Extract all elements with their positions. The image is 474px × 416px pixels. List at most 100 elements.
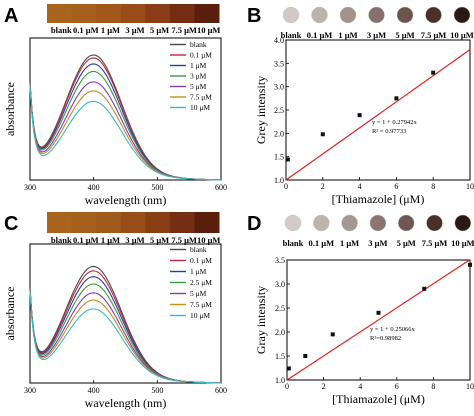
x-axis-label: [Thiamazole] (μM) [332,192,425,206]
strip-label: 1 μM [101,235,120,245]
data-point [357,113,362,118]
vial-dot [313,214,330,232]
vial-strip-cell-a-4 [145,4,171,23]
panel-letter: B [247,5,261,27]
y-tick-label: 1.0 [274,176,284,185]
vial-strip-cell-c-2 [96,212,122,233]
x-tick-label: 300 [24,183,36,192]
plot-frame [285,39,471,181]
x-axis-label: [Thiamazole] (μM) [332,392,425,406]
vial-strip-cell-c-5 [169,212,195,233]
y-axis-label: absorbance [3,287,17,341]
x-tick-label: 0 [284,182,288,191]
x-tick-label: 400 [88,183,100,192]
vial-strip-cell-c-0 [47,212,73,233]
y-axis-label: Grey intensity [254,76,268,144]
y-axis-label: Gray intensity [254,286,268,354]
y-axis-label: absorbance [3,82,17,136]
x-tick-label: 6 [395,382,399,391]
vial-strip-cell-a-5 [169,4,195,23]
plot-frame [286,259,471,381]
vial-dot [396,6,414,24]
x-tick-label: 8 [431,382,435,391]
x-tick-label: 500 [151,183,163,192]
fit-line [286,259,471,381]
x-tick-label: 10 [466,382,474,391]
strip-label: 5 μM [150,235,169,245]
x-tick-label: 2 [322,382,326,391]
x-tick-label: 600 [215,183,227,192]
vial-strip-cell-c-6 [194,212,220,233]
panel-letter: C [4,213,18,235]
dot-label: 3 μM [367,30,386,40]
legend-label: 2.5 μM [190,278,212,287]
vial-strip-cell-a-6 [194,4,220,23]
x-tick-label: 8 [431,182,435,191]
legend-label: blank [190,40,207,49]
dot-label: 0.1 μM [307,30,333,40]
legend-label: 0.1 μM [190,256,212,265]
plot-frame [29,243,222,384]
fit-line [285,49,471,181]
dot-label: 0.1 μM [309,238,335,248]
y-tick-label: 1.5 [274,153,284,162]
vial-dot [453,6,471,24]
fit-r-squared: R²=0.98982 [370,335,401,342]
legend-label: 1 μM [190,61,207,70]
data-point [330,332,335,337]
strip-label: 3 μM [125,235,144,245]
y-tick-label: 2.5 [274,106,284,115]
dot-label: blank [281,30,302,40]
x-tick-label: 400 [88,386,100,395]
strip-label: 7.5 μM [171,25,197,35]
dot-label: blank [283,238,304,248]
y-tick-label: 4.0 [274,36,284,45]
data-point [285,157,290,162]
y-tick-label: 2.0 [274,129,284,138]
legend-label: 7.5 μM [190,93,212,102]
vial-dot [454,214,471,232]
strip-label: 1 μM [101,25,120,35]
legend-label: 1 μM [190,267,207,276]
vial-dot [369,214,387,232]
x-axis-label: wavelength (nm) [85,193,167,207]
legend-label: 10 μM [190,103,210,112]
vial-dot [341,214,358,232]
vial-dot [339,6,357,24]
data-point [431,70,436,75]
dot-label: 5 μM [395,30,414,40]
dot-label: 5 μM [397,238,416,248]
strip-label: 0.1 μM [73,235,99,245]
fit-equation: y = 1 + 0.27942x [372,119,417,126]
strip-label: 3 μM [125,25,144,35]
vial-strip-cell-a-2 [96,4,122,23]
legend-label: blank [190,245,207,254]
data-point [376,310,381,315]
strip-label: 7.5 μM [171,235,197,245]
vial-dot [368,6,385,24]
vial-dot [426,214,443,232]
data-point [303,354,308,358]
x-tick-label: 300 [24,386,36,395]
strip-label: blank [51,25,72,35]
data-point [422,286,427,291]
vial-strip-cell-a-1 [71,4,97,23]
y-tick-label: 2.0 [275,328,285,337]
x-tick-label: 4 [358,382,362,391]
x-tick-label: 2 [321,182,325,191]
strip-label: 10 μM [197,235,220,245]
dot-label: 10 μM [451,238,474,248]
strip-label: 5 μM [150,25,169,35]
data-point [286,366,291,371]
x-axis-label: wavelength (nm) [85,396,167,410]
dot-label: 10 μM [450,30,473,40]
dot-label: 1 μM [340,238,359,248]
data-point [320,132,325,137]
dot-label: 1 μM [338,30,357,40]
vial-dot [284,214,302,232]
vial-dot [282,6,300,24]
data-point [468,262,472,267]
dot-label: 3 μM [368,238,387,248]
legend-label: 10 μM [190,311,210,320]
